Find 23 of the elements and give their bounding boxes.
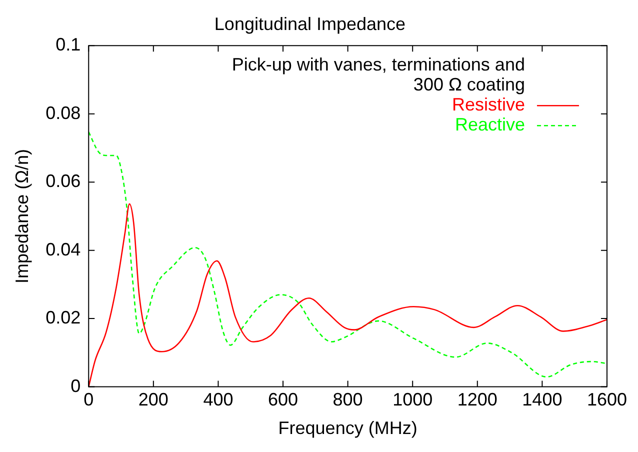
x-tick-label: 1600 bbox=[586, 390, 627, 410]
x-tick-label: 600 bbox=[268, 390, 298, 410]
legend-label: Resistive bbox=[452, 94, 525, 115]
line-series bbox=[88, 131, 607, 378]
x-tick-label: 1200 bbox=[457, 390, 498, 410]
y-tick-label: 0.1 bbox=[56, 34, 81, 55]
legend-label: Reactive bbox=[454, 114, 525, 135]
y-axis-title: Impedance (Ω/n) bbox=[12, 148, 32, 284]
y-tick-label: 0 bbox=[70, 376, 81, 396]
x-tick-label: 1400 bbox=[522, 390, 562, 410]
chart-title: Longitudinal Impedance bbox=[214, 14, 406, 34]
y-tick-label: 0.08 bbox=[46, 102, 81, 123]
line-series bbox=[88, 203, 607, 387]
x-axis-title: Frequency (MHz) bbox=[278, 418, 418, 438]
y-tick-label: 0.06 bbox=[46, 171, 81, 192]
x-tick-label: 400 bbox=[203, 390, 234, 410]
legend-title: Pick-up with vanes, terminations and 300 Ω coating bbox=[232, 54, 525, 95]
x-tick-label: 800 bbox=[332, 390, 363, 410]
x-tick-label: 0 bbox=[84, 390, 94, 410]
x-tick-label: 1000 bbox=[392, 390, 433, 410]
y-tick-label: 0.02 bbox=[46, 308, 81, 328]
y-tick-label: 0.04 bbox=[46, 239, 81, 260]
x-tick-label: 200 bbox=[138, 390, 168, 410]
